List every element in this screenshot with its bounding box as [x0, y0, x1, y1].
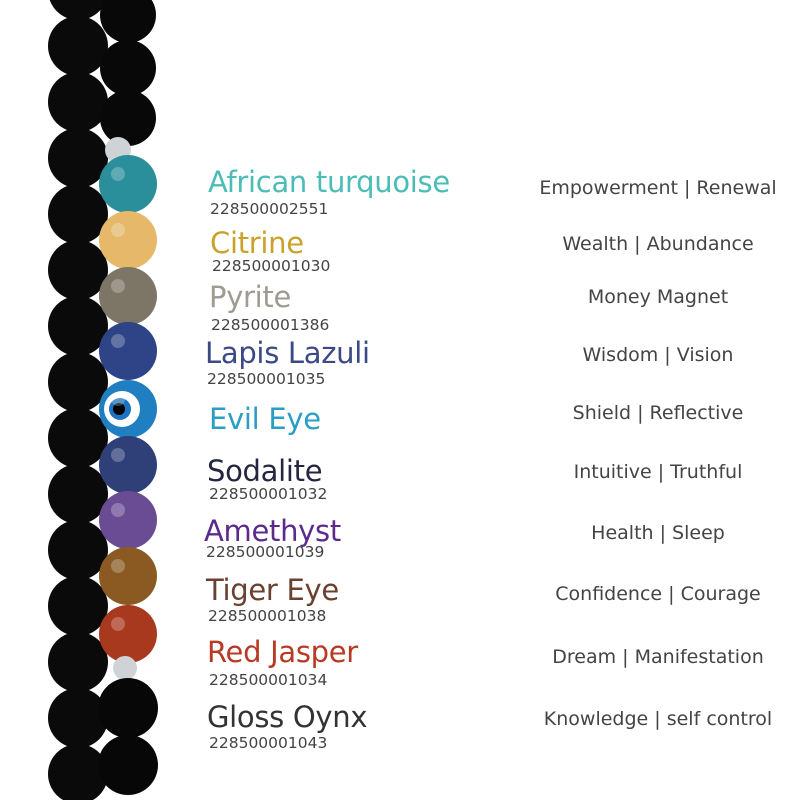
back-bead [48, 128, 108, 188]
back-bead [48, 16, 108, 76]
back-bead [49, 0, 107, 20]
stone-code: 228500002551 [210, 200, 329, 218]
bead-highlight [111, 223, 125, 237]
onyx-bead [100, 0, 156, 43]
onyx-bead [100, 40, 156, 96]
stone-code: 228500001035 [207, 370, 326, 388]
stone-meaning: Wisdom | Vision [582, 344, 734, 366]
bead-highlight [111, 559, 125, 573]
stone-name: Amethyst [204, 514, 341, 548]
stone-meaning: Health | Sleep [591, 522, 725, 544]
back-bead [48, 352, 108, 412]
stone-name: Lapis Lazuli [205, 336, 370, 370]
stone-code: 228500001034 [209, 671, 328, 689]
stone-meaning: Knowledge | self control [543, 708, 773, 730]
bead-highlight [111, 167, 125, 181]
stone-meaning: Money Magnet [587, 286, 729, 308]
bead-highlight [111, 503, 125, 517]
back-bead [48, 240, 108, 300]
onyx-bead [98, 678, 158, 738]
back-bead [48, 576, 108, 636]
stone-code: 228500001030 [212, 257, 331, 275]
stone-name: Evil Eye [209, 402, 321, 436]
onyx-bead [100, 90, 156, 146]
stone-name: Sodalite [207, 454, 323, 488]
back-bead [48, 520, 108, 580]
stone-bead [99, 491, 157, 549]
stone-bead [99, 322, 157, 380]
stone-bead [99, 211, 157, 269]
stone-meaning: Wealth | Abundance [562, 233, 754, 255]
stone-code: 228500001386 [211, 316, 330, 334]
stone-bead [99, 436, 157, 494]
stone-name: Pyrite [209, 280, 292, 314]
stone-meaning: Confidence | Courage [555, 583, 761, 605]
stone-name: Red Jasper [207, 635, 358, 669]
bead-highlight [111, 448, 125, 462]
stone-code: 228500001032 [209, 485, 328, 503]
bead-highlight [111, 392, 125, 406]
back-bead [48, 632, 108, 692]
stone-code: 228500001038 [208, 607, 327, 625]
stone-name: Citrine [210, 226, 304, 260]
back-bead [48, 408, 108, 468]
bead-highlight [111, 279, 125, 293]
bead-highlight [111, 617, 125, 631]
stone-bead [99, 267, 157, 325]
stone-meaning: Intuitive | Truthful [573, 461, 743, 483]
back-bead [48, 184, 108, 244]
back-bead [48, 464, 108, 524]
stone-meaning: Dream | Manifestation [552, 646, 764, 668]
stone-name: Tiger Eye [206, 573, 339, 607]
stone-meaning: Shield | Reflective [572, 402, 744, 424]
stone-name: Gloss Oynx [207, 700, 368, 734]
stone-bead [99, 605, 157, 663]
stone-meaning: Empowerment | Renewal [539, 177, 777, 199]
bracelet-image [48, 0, 158, 800]
stone-code: 228500001039 [206, 543, 325, 561]
evil-eye-pupil [113, 403, 125, 415]
spacer-bead [113, 656, 137, 680]
stone-code: 228500001043 [209, 734, 328, 752]
back-bead [48, 72, 108, 132]
bead-highlight [111, 334, 125, 348]
back-bead [48, 688, 108, 748]
back-bead [48, 744, 108, 800]
stone-bead [99, 155, 157, 213]
stone-bead [99, 547, 157, 605]
onyx-bead [98, 735, 158, 795]
stone-name: African turquoise [208, 165, 450, 199]
back-bead [48, 296, 108, 356]
